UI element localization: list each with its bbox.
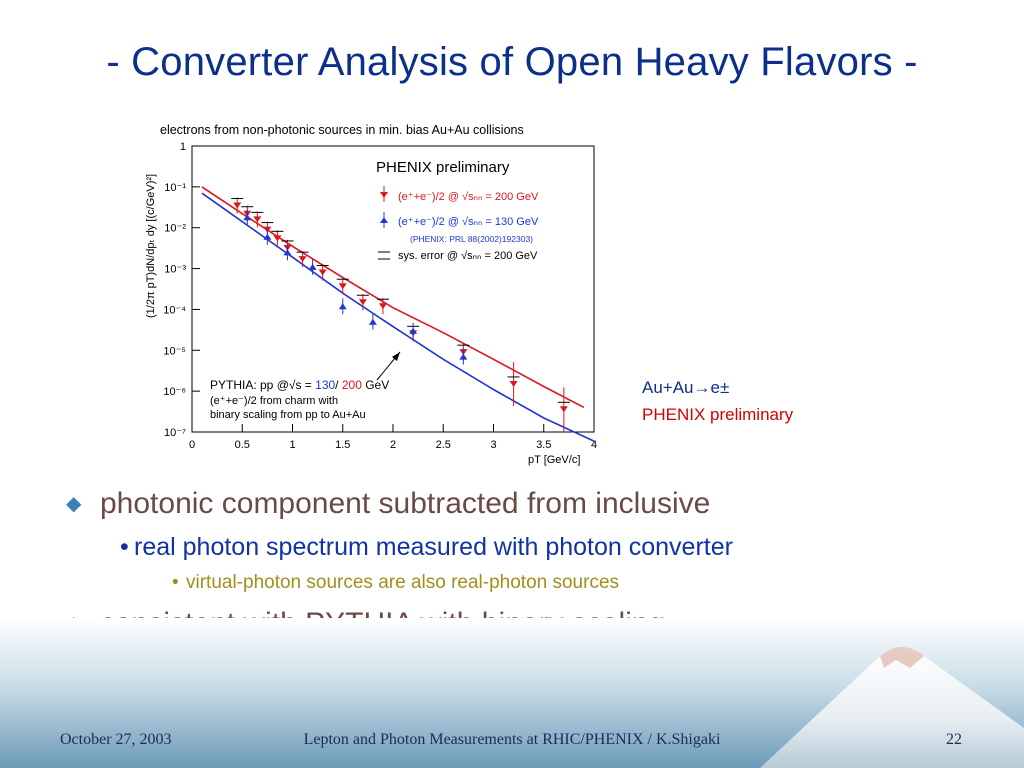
data-point-200 [233, 202, 242, 209]
data-point-200 [253, 216, 262, 223]
legend-red-marker [380, 186, 388, 202]
diamond-bullet-icon: ◆ [66, 493, 82, 515]
x-tick-label: 0.5 [235, 439, 250, 451]
legend-blue-marker [380, 212, 388, 228]
pythia-unit: GeV [362, 378, 389, 392]
legend-blue-text: (e⁺+e⁻)/2 @ √sₙₙ = 130 GeV [398, 216, 539, 228]
x-tick-label: 4 [591, 439, 597, 451]
pythia-line2: (e⁺+e⁻)/2 from charm with [210, 395, 338, 407]
data-point-130 [308, 263, 317, 270]
slide-title: - Converter Analysis of Open Heavy Flavo… [106, 40, 918, 84]
bullet-1-text: photonic component subtracted from inclu… [100, 487, 711, 520]
footer-date: October 27, 2003 [60, 731, 172, 748]
dot-bullet-icon: • [120, 533, 129, 561]
data-point-200 [338, 283, 347, 290]
pythia-label: PYTHIA: pp @√s = 130/ 200 GeV [210, 378, 389, 392]
data-point-130 [409, 327, 418, 334]
pythia-130: 130 [315, 378, 335, 392]
pythia-200-curve [201, 186, 585, 409]
bullet-1-subsub: • virtual-photon sources are also real-ph… [172, 572, 619, 594]
pythia-130-curve [201, 192, 595, 442]
y-tick-label: 10⁻¹ [164, 182, 186, 194]
data-point-200 [298, 256, 307, 263]
pythia-200: 200 [342, 378, 362, 392]
x-tick-label: 2 [390, 439, 396, 451]
phenix-preliminary-label: PHENIX preliminary [642, 405, 794, 424]
bullet-1-subsub-text: virtual-photon sources are also real-pho… [186, 572, 620, 593]
x-tick-label: 1.5 [335, 439, 350, 451]
page-number: 22 [946, 731, 962, 748]
bullet-1-sub: • real photon spectrum measured with phot… [120, 533, 733, 562]
plot-frame [191, 145, 595, 433]
y-tick-label: 10⁻⁵ [163, 345, 186, 357]
bullet-1-sub-text: real photon spectrum measured with photo… [134, 533, 733, 561]
data-point-130 [368, 318, 377, 325]
pythia-prefix: PYTHIA: pp @√s = [210, 378, 315, 392]
x-tick-label: 1 [289, 439, 295, 451]
mountain-background [0, 618, 1024, 768]
data-point-200 [378, 303, 387, 310]
y-tick-label: 1 [180, 141, 186, 153]
legend-title: PHENIX preliminary [376, 159, 510, 176]
legend-reference: (PHENIX: PRL 88(2002)192303) [410, 234, 533, 244]
x-tick-label: 2.5 [436, 439, 451, 451]
y-tick-label: 10⁻⁶ [163, 386, 186, 398]
y-axis-label: (1/2π pT)dN/dpₜ dy [(c/GeV)²] [145, 174, 157, 318]
x-tick-label: 0 [189, 439, 195, 451]
data-point-200 [559, 406, 568, 413]
data-point-200 [273, 235, 282, 242]
x-tick-label: 3 [490, 439, 496, 451]
data-point-200 [318, 269, 327, 276]
legend-syst-text: sys. error @ √sₙₙ = 200 GeV [398, 250, 538, 262]
legend-red-text: (e⁺+e⁻)/2 @ √sₙₙ = 200 GeV [398, 191, 539, 203]
spectrum-plot: electrons from non-photonic sources in m… [145, 123, 597, 466]
reaction-label: Au+Au→e± [642, 378, 730, 397]
y-tick-label: 10⁻² [164, 223, 186, 235]
data-point-130 [338, 303, 347, 310]
data-point-130 [283, 249, 292, 256]
footer-title: Lepton and Photon Measurements at RHIC/P… [303, 731, 721, 748]
data-point-200 [358, 299, 367, 306]
dot-bullet-icon: • [172, 572, 179, 593]
data-point-130 [459, 353, 468, 360]
legend-syst-marker [378, 251, 390, 260]
pythia-arrow [376, 351, 401, 381]
y-tick-label: 10⁻⁷ [164, 427, 186, 439]
x-axis-label: pT [GeV/c] [528, 454, 580, 466]
bullet-1: ◆ photonic component subtracted from incl… [66, 487, 710, 521]
y-tick-label: 10⁻⁴ [163, 304, 186, 316]
plot-caption: electrons from non-photonic sources in m… [160, 123, 524, 137]
x-tick-label: 3.5 [536, 439, 551, 451]
data-point-200 [509, 380, 518, 387]
data-point-130 [263, 233, 272, 240]
pythia-line3: binary scaling from pp to Au+Au [210, 409, 366, 421]
data-point-130 [243, 214, 252, 221]
pythia-sep: / [335, 378, 342, 392]
y-tick-label: 10⁻³ [164, 264, 186, 276]
